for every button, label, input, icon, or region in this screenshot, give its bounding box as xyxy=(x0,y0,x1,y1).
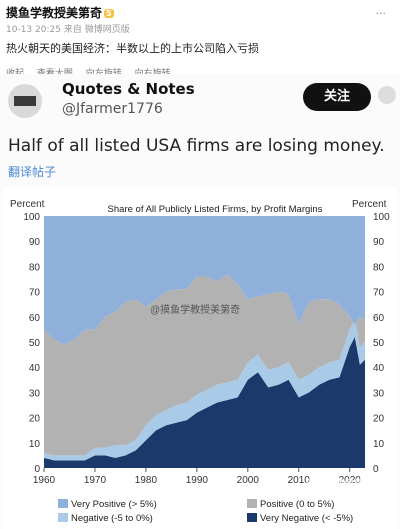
y-tick-label-right: 40 xyxy=(373,363,385,374)
area-series-0 xyxy=(44,337,365,468)
legend-swatch xyxy=(247,499,257,508)
area-series-2 xyxy=(44,274,365,456)
y-tick-label-right: 60 xyxy=(373,313,385,324)
watermark-bottom: 新浪微博授美第奇 xyxy=(306,478,383,490)
post-text: 热火朝天的美国经济：半数以上的上市公司陷入亏损 xyxy=(6,42,259,55)
chart-areas xyxy=(44,216,365,468)
y-tick-label-left: 0 xyxy=(34,464,40,475)
profit-margin-chart: 0 10 20 30 40 50 60 70 80 90 100 0 10 20 30 40 50 60 70 80… xyxy=(4,188,396,529)
y-tick-label-right: 0 xyxy=(373,464,379,475)
post-source: 来自 微博网页版 xyxy=(63,25,130,35)
x-tick-label: 2010 xyxy=(288,475,311,486)
translate-link[interactable]: 翻译帖子 xyxy=(8,165,57,179)
x-axis: 1960 1970 1980 1990 2000 2010 2020 xyxy=(33,468,361,486)
x-tick-label: 2000 xyxy=(237,475,260,486)
area-series-3 xyxy=(44,216,365,345)
tweet-author-name[interactable]: Quotes & Notes xyxy=(62,80,195,98)
more-icon[interactable] xyxy=(378,86,396,104)
post-date: 10-13 20:25 xyxy=(6,25,61,35)
legend-label: Very Negative (< -5%) xyxy=(260,513,353,524)
x-tick-label: 1980 xyxy=(135,475,158,486)
y-axis-left: 0 10 20 30 40 50 60 70 80 90 100 xyxy=(23,212,40,475)
y-tick-label-right: 100 xyxy=(373,212,390,223)
x-tick-label: 1990 xyxy=(186,475,209,486)
legend-swatch xyxy=(58,499,68,508)
y-tick-label-right: 50 xyxy=(373,338,385,349)
y-tick-label-left: 50 xyxy=(29,338,41,349)
y-tick-label-left: 90 xyxy=(29,237,41,248)
legend-swatch xyxy=(247,513,257,522)
y-tick-label-right: 10 xyxy=(373,439,385,450)
y-tick-label-left: 70 xyxy=(29,288,41,299)
more-options-icon[interactable]: ... xyxy=(375,4,387,17)
y-tick-label-left: 100 xyxy=(23,212,40,223)
legend: Very Positive (> 5%) Positive (0 to 5%) Ne… xyxy=(58,499,353,524)
y-tick-label-left: 80 xyxy=(29,262,41,273)
x-tick-label: 2020 xyxy=(339,475,362,486)
y-axis-label-left: Percent xyxy=(10,199,45,210)
watermark: @摸鱼学教授美第奇 xyxy=(150,303,240,316)
y-tick-label-right: 70 xyxy=(373,288,385,299)
chart-title: Share of All Publicly Listed Firms, by P… xyxy=(108,204,323,215)
y-tick-label-left: 60 xyxy=(29,313,41,324)
legend-label: Negative (-5 to 0%) xyxy=(71,513,153,524)
y-tick-label-right: 90 xyxy=(373,237,385,248)
legend-label: Positive (0 to 5%) xyxy=(260,499,334,510)
y-tick-label-right: 30 xyxy=(373,388,385,399)
vip-badge: 5 xyxy=(104,9,114,18)
area-series-1 xyxy=(44,319,365,461)
y-tick-label-left: 40 xyxy=(29,363,41,374)
post-meta: 10-13 20:25 来自 微博网页版 xyxy=(6,22,130,35)
author-name[interactable]: 摸鱼学教授美第奇 xyxy=(6,6,103,20)
legend-label: Very Positive (> 5%) xyxy=(71,499,157,510)
avatar-image xyxy=(14,96,36,106)
y-tick-label-left: 10 xyxy=(29,439,41,450)
weibo-author[interactable]: 摸鱼学教授美第奇 5 xyxy=(6,4,114,21)
y-axis-right: 0 10 20 30 40 50 60 70 80 90 100 xyxy=(373,212,390,475)
x-tick-label: 1970 xyxy=(84,475,107,486)
x-tick-label: 1960 xyxy=(33,475,56,486)
y-axis-label-right: Percent xyxy=(352,199,387,210)
tweet-handle[interactable]: @Jfarmer1776 xyxy=(62,101,163,117)
y-tick-label-left: 20 xyxy=(29,414,41,425)
tweet-text: Half of all listed USA firms are losing … xyxy=(8,136,385,156)
y-tick-label-left: 30 xyxy=(29,388,41,399)
follow-button[interactable]: 关注 xyxy=(303,83,371,111)
avatar[interactable] xyxy=(8,84,42,118)
legend-swatch xyxy=(58,513,68,522)
y-tick-label-right: 20 xyxy=(373,414,385,425)
y-tick-label-right: 80 xyxy=(373,262,385,273)
